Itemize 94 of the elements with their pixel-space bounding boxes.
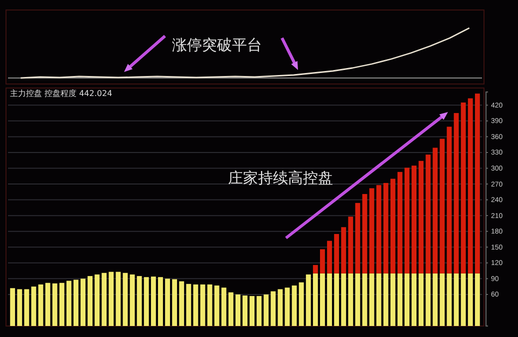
bar — [397, 172, 402, 274]
bar — [320, 249, 325, 274]
bar — [397, 273, 402, 326]
bar — [278, 289, 283, 326]
bar — [446, 273, 452, 326]
bar — [390, 273, 396, 326]
bar — [221, 288, 226, 326]
bar — [355, 273, 360, 326]
bar — [412, 273, 416, 326]
bar — [369, 188, 374, 274]
bar — [474, 94, 480, 274]
bar — [130, 274, 135, 326]
bar — [418, 160, 424, 274]
bar — [474, 273, 480, 326]
bar — [312, 273, 318, 326]
bar — [327, 240, 332, 274]
bar — [390, 178, 396, 274]
bar — [334, 273, 340, 326]
bar — [179, 281, 184, 326]
bar — [348, 216, 354, 274]
bar — [460, 102, 466, 274]
bar — [440, 273, 445, 326]
bar — [468, 98, 473, 274]
bar — [228, 292, 234, 326]
bar — [59, 282, 64, 326]
bar — [66, 280, 72, 326]
bar — [242, 296, 248, 326]
bar — [38, 284, 44, 326]
bar — [404, 273, 410, 326]
bar — [454, 113, 459, 274]
bar — [158, 277, 163, 326]
bar — [418, 273, 424, 326]
bar — [270, 291, 276, 326]
bar — [31, 286, 36, 326]
bar — [200, 284, 206, 326]
bar — [250, 296, 255, 326]
bar — [298, 282, 304, 326]
bar — [88, 276, 93, 326]
bar — [369, 273, 374, 326]
bar — [165, 278, 170, 326]
bar — [432, 273, 438, 326]
bar — [320, 273, 325, 326]
bar — [214, 286, 220, 326]
bar — [468, 273, 473, 326]
bar — [136, 276, 142, 326]
bar — [362, 194, 368, 274]
bar — [150, 276, 156, 326]
bar — [383, 273, 388, 326]
bar — [186, 284, 192, 326]
bar — [376, 273, 382, 326]
bar — [122, 272, 128, 326]
bar — [94, 274, 100, 326]
bar — [383, 182, 388, 274]
bar — [256, 296, 262, 326]
bar — [376, 185, 382, 274]
bar — [440, 138, 445, 274]
bar — [52, 283, 58, 326]
bar — [432, 148, 438, 274]
bar — [144, 277, 149, 326]
bar — [306, 274, 311, 326]
bar — [102, 272, 107, 326]
bar — [334, 234, 340, 274]
bar — [426, 154, 431, 274]
bar — [24, 289, 30, 326]
bar — [454, 273, 459, 326]
chart-title: 主力控盘 控盘程度 442.024 — [10, 89, 112, 98]
bar — [460, 273, 466, 326]
bar — [362, 273, 368, 326]
bar — [10, 288, 16, 326]
bar — [312, 265, 318, 274]
bar — [404, 168, 410, 274]
bar — [116, 272, 121, 326]
bar — [426, 273, 431, 326]
bar — [341, 273, 346, 326]
bar — [264, 294, 269, 326]
bar — [446, 126, 452, 274]
bar — [172, 279, 178, 326]
bar — [355, 202, 360, 274]
bar — [284, 288, 290, 326]
bar — [45, 282, 50, 326]
bar — [292, 286, 297, 326]
bar — [235, 294, 240, 326]
bar — [80, 278, 86, 326]
bar — [341, 227, 346, 274]
bar — [348, 273, 354, 326]
bar — [327, 273, 332, 326]
bar — [207, 284, 212, 326]
annotation: 庄家持续高控盘 — [228, 169, 333, 187]
annotation: 涨停突破平台 — [172, 36, 262, 54]
bar — [108, 272, 114, 326]
bar — [74, 280, 78, 326]
bar — [412, 166, 416, 274]
bar — [17, 289, 22, 326]
bar — [193, 284, 198, 326]
